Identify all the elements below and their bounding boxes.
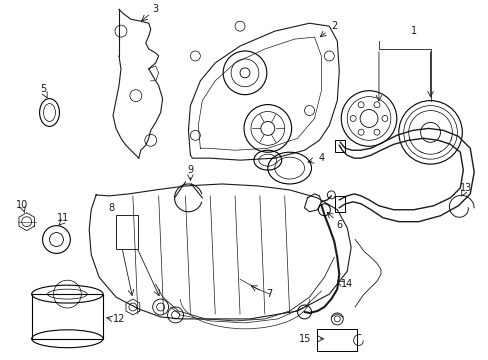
Text: 8: 8 [108,203,114,213]
Bar [335,196,345,212]
Text: 4: 4 [318,153,324,163]
Text: 1: 1 [410,26,416,36]
Bar [335,140,345,152]
Text: 12: 12 [113,314,125,324]
Text: 5: 5 [41,84,46,94]
Text: 6: 6 [336,220,342,230]
Text: 13: 13 [459,183,471,193]
Text: 14: 14 [340,279,353,289]
Text: 2: 2 [330,21,337,31]
Bar [32,294,103,339]
Bar [317,329,356,351]
Text: 15: 15 [299,334,311,344]
Bar [116,215,138,249]
Text: 3: 3 [152,4,159,14]
Text: 11: 11 [57,213,69,223]
Text: 9: 9 [187,165,193,175]
Text: 10: 10 [16,200,28,210]
Text: 7: 7 [266,289,272,299]
